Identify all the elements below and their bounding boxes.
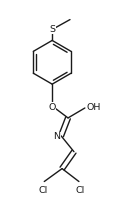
Text: Cl: Cl [39,186,48,195]
Text: S: S [49,25,55,34]
Text: OH: OH [87,103,101,112]
Text: N: N [53,132,60,141]
Text: O: O [48,103,56,112]
Text: Cl: Cl [75,186,85,195]
